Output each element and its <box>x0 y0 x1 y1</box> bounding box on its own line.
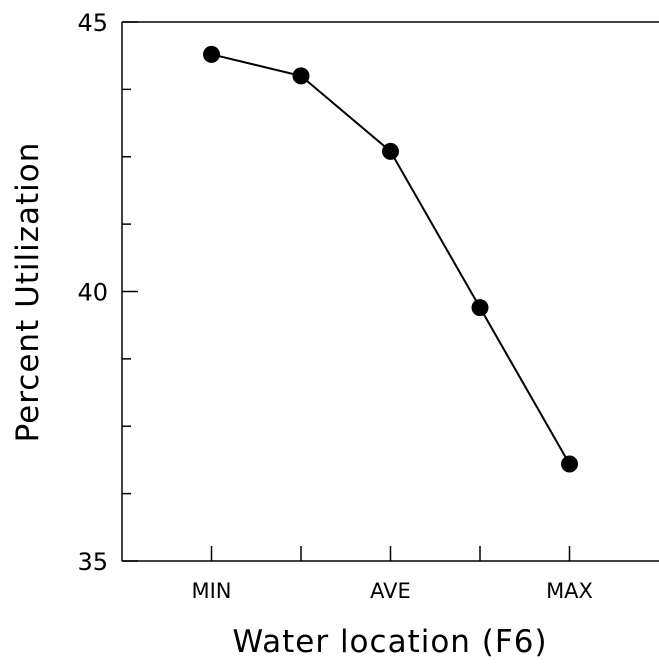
series-line <box>211 53 571 465</box>
x-ticks: MIN AVE MAX <box>191 546 593 603</box>
x-tick-label: MIN <box>191 579 231 603</box>
data-point <box>561 455 578 473</box>
data-point <box>471 299 489 317</box>
x-tick-label: AVE <box>370 579 411 603</box>
y-tick-label: 35 <box>77 548 108 576</box>
y-axis-title: Percent Utilization <box>10 142 46 443</box>
y-tick-label: 45 <box>77 9 108 37</box>
series-group <box>203 45 578 473</box>
axes-frame <box>121 21 659 562</box>
y-tick-label: 40 <box>77 279 108 307</box>
data-point <box>382 142 399 160</box>
y-ticks: 35 40 45 <box>77 9 138 576</box>
x-tick-label: MAX <box>546 579 593 603</box>
x-axis-title: Water location (F6) <box>232 624 547 660</box>
data-point <box>292 67 310 85</box>
data-point <box>203 45 220 63</box>
